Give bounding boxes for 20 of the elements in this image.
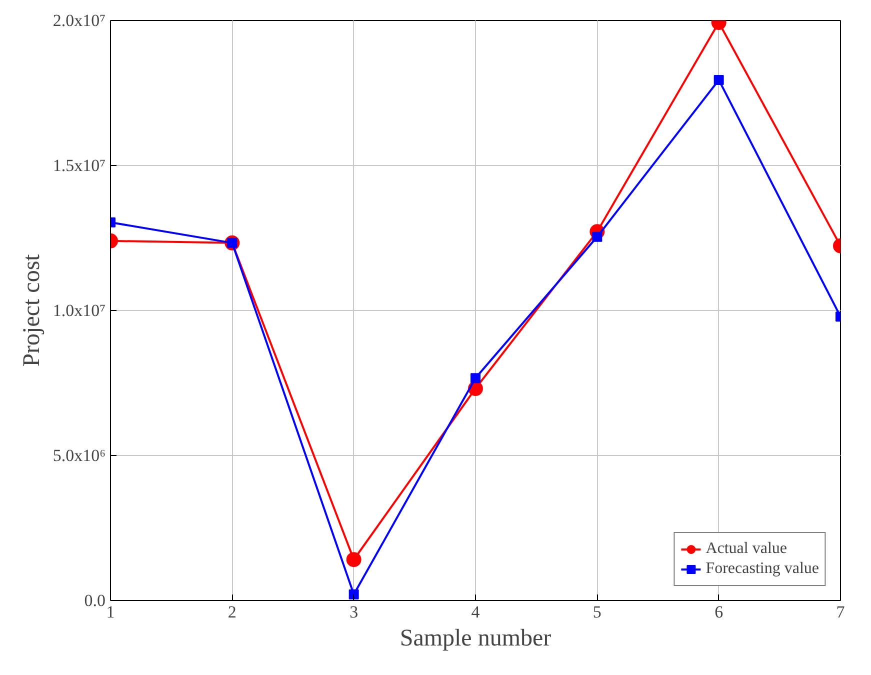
y-tick-label: 2.0x10⁷: [52, 11, 106, 30]
x-tick-label: 2: [228, 602, 236, 622]
y-tick-label: 1.0x10⁷: [52, 301, 106, 320]
x-tick-label: 3: [350, 602, 358, 622]
point: [592, 232, 602, 242]
y-tick-label: 0.0: [84, 591, 106, 610]
y-tick-label: 5.0x10⁶: [52, 446, 106, 465]
legend-label: Actual value: [706, 540, 787, 558]
x-tick-label: 5: [592, 602, 602, 622]
point: [346, 552, 362, 568]
x-axis-title: Sample number: [400, 626, 552, 652]
x-tick-label: 7: [836, 602, 846, 622]
point: [348, 589, 359, 600]
x-tick-label: 6: [714, 602, 724, 622]
legend-label: Forecasting value: [706, 560, 819, 578]
x-tick-label: 1: [106, 602, 115, 622]
y-axis-title: Project cost: [18, 254, 45, 367]
y-tick-label: 1.5x10⁷: [52, 156, 106, 175]
x-tick-label: 4: [471, 602, 480, 622]
point: [470, 373, 480, 384]
